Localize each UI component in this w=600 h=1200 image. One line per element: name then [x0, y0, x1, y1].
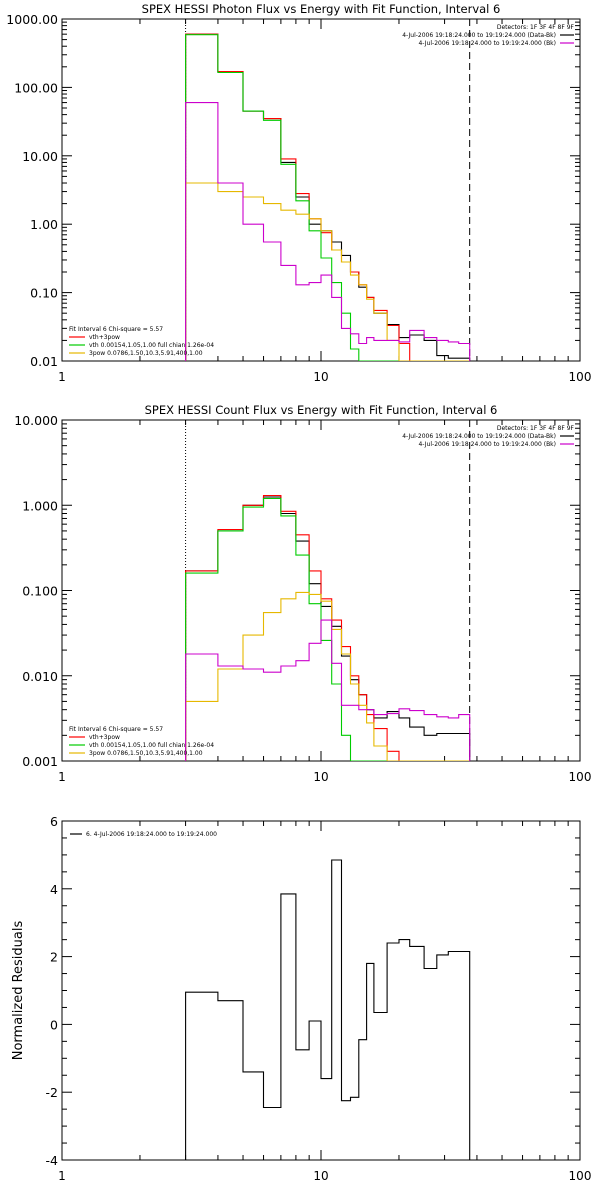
legend-tr-entry: 4-Jul-2006 19:18:24.000 to 19:19:24.000 …: [402, 32, 556, 39]
legend-bl-entry: vth+3pow: [89, 734, 120, 741]
x-tick-label: 1: [58, 1169, 66, 1183]
plot-frame: [61, 820, 581, 1161]
series-3pow-line: [185, 182, 470, 361]
legend-bl-entry: vth 0.00154,1.05,1.00 full chian 1.26e-0…: [89, 742, 214, 749]
y-tick-label: -2: [46, 1085, 58, 1100]
y-tick-label: -4: [46, 1153, 59, 1168]
legend-bl-entry: vth+3pow: [89, 334, 120, 341]
y-tick-label: 6: [50, 814, 58, 829]
x-tick-label: 1: [58, 770, 66, 784]
legend-tr-entry: 4-Jul-2006 19:18:24.000 to 19:19:24.000 …: [402, 433, 556, 440]
series-residual-line: [185, 859, 471, 1160]
legend-bl-entry: 3pow 0.0786,1.50,10.3,5.91,400,1.00: [89, 750, 203, 757]
y-tick-label: 2: [50, 950, 58, 965]
series-vth-line: [185, 34, 470, 361]
y-tick-label: 0.100: [22, 584, 58, 599]
y-tick-label: 0: [50, 1017, 58, 1032]
legend-bl-entry: 3pow 0.0786,1.50,10.3,5.91,400,1.00: [89, 350, 203, 357]
chart-title: SPEX HESSI Photon Flux vs Energy with Fi…: [142, 2, 501, 16]
y-axis-label: Normalized Residuals: [11, 921, 26, 1061]
y-tick-label: 100.00: [14, 80, 58, 95]
y-tick-label: 1000.00: [6, 12, 58, 27]
x-tick-label: 10: [313, 770, 328, 784]
x-tick-label: 1: [58, 370, 66, 384]
chart-panel-3: 1 10 100 -4 -2 0 2 4 6 Normalized Residuals 6. 4-J…: [11, 814, 591, 1183]
y-tick-label: 10.000: [14, 413, 58, 428]
legend-tr-entry: Detectors: 1F 3F 4F 8F 9F: [497, 24, 575, 31]
legend-tr-entry: 4-Jul-2006 19:18:24.000 to 19:19:24.000 …: [418, 441, 556, 448]
y-tick-label: 0.001: [22, 754, 58, 769]
x-tick-label: 100: [569, 1169, 592, 1183]
x-tick-label: 10: [313, 1169, 328, 1183]
y-tick-label: 0.10: [30, 286, 58, 301]
legend-tr-entry: Detectors: 1F 3F 4F 8F 9F: [497, 425, 575, 432]
y-tick-label: 4: [50, 882, 58, 897]
plot-frame: [61, 18, 581, 362]
x-tick-label: 100: [569, 770, 592, 784]
y-tick-label: 0.010: [22, 669, 58, 684]
y-tick-label: 10.00: [22, 149, 58, 164]
chart-panel-2: SPEX HESSI Count Flux vs Energy with Fit…: [14, 403, 591, 784]
legend-tr-entry: 4-Jul-2006 19:18:24.000 to 19:19:24.000 …: [418, 40, 556, 47]
legend-bl-entry: Fit Interval 6 Chi-square = 5.57: [69, 326, 163, 333]
series-data-bk-line: [185, 33, 471, 361]
series-bk-line: [185, 102, 471, 361]
x-tick-label: 100: [569, 370, 592, 384]
y-tick-label: 1.000: [22, 498, 58, 513]
series-3pow-line: [185, 591, 470, 761]
legend-tl-entry: 6. 4-Jul-2006 19:18:24.000 to 19:19:24.0…: [86, 831, 217, 838]
x-tick-label: 10: [313, 370, 328, 384]
chart-title: SPEX HESSI Count Flux vs Energy with Fit…: [145, 403, 498, 417]
chart-panel-1: SPEX HESSI Photon Flux vs Energy with Fi…: [6, 2, 591, 384]
series-data-bk-line: [185, 496, 471, 761]
series-vth-3pow-line: [185, 494, 470, 761]
legend-bl-entry: vth 0.00154,1.05,1.00 full chian 1.26e-0…: [89, 342, 214, 349]
y-tick-label: 1.00: [30, 217, 58, 232]
series-vth-line: [185, 497, 470, 761]
series-bk-line: [185, 619, 471, 761]
y-tick-label: 0.01: [30, 354, 58, 369]
series-vth-3pow-line: [185, 33, 470, 361]
legend-bl-entry: Fit Interval 6 Chi-square = 5.57: [69, 726, 163, 733]
